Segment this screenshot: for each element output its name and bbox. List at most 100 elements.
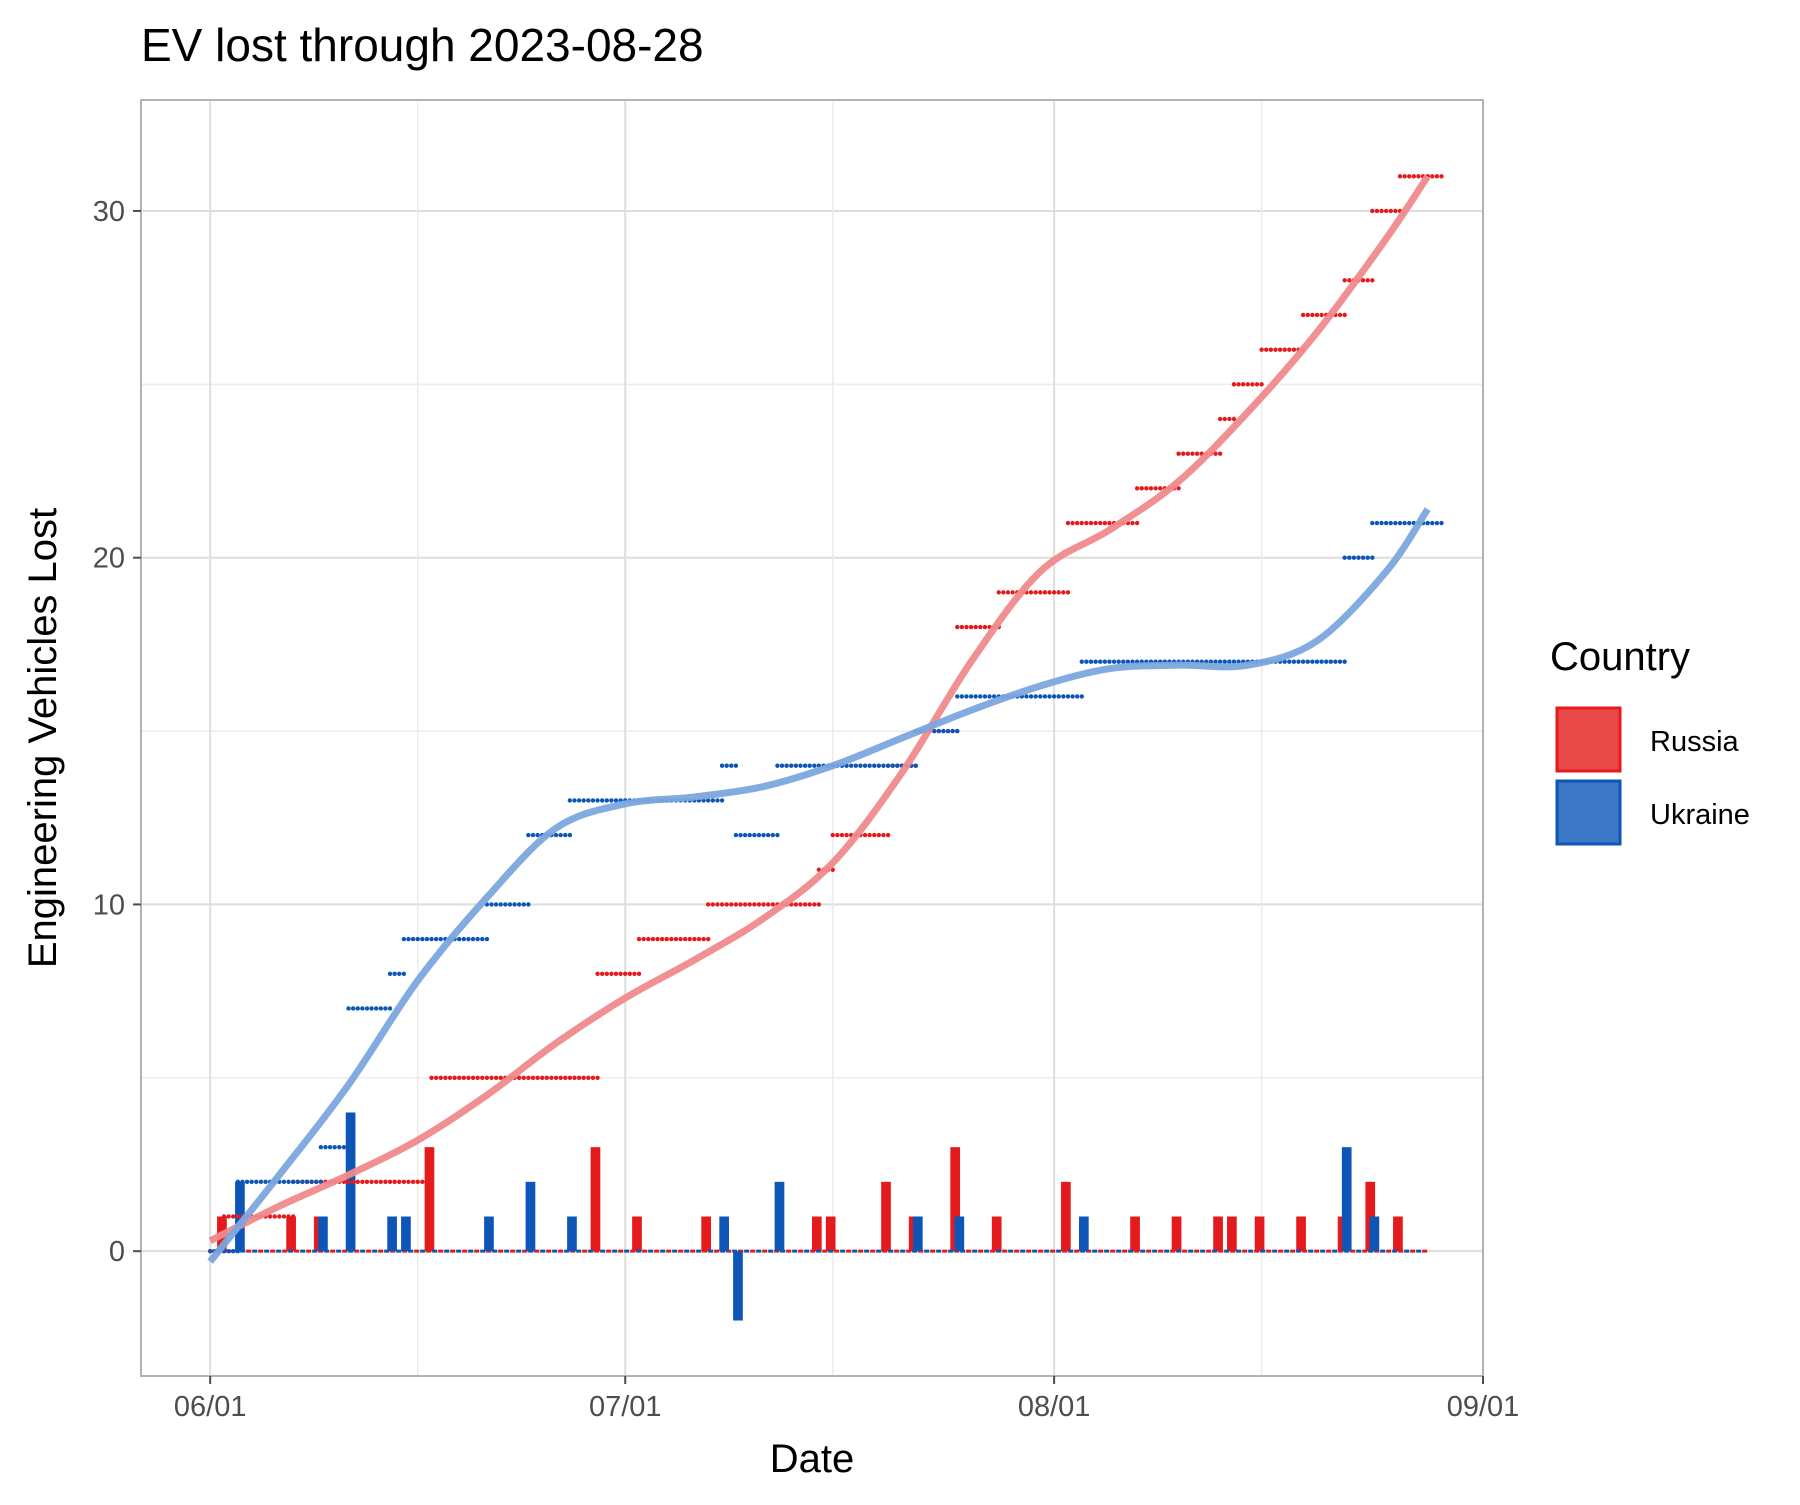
bar-ukraine xyxy=(525,1181,536,1252)
cumulative-dot-ukraine xyxy=(1425,520,1430,526)
cumulative-dot-russia xyxy=(761,902,766,907)
cumulative-dot-russia xyxy=(1300,312,1306,318)
cumulative-dot-russia xyxy=(1347,278,1352,283)
cumulative-dot-russia xyxy=(355,1179,360,1185)
cumulative-dot-ukraine xyxy=(1079,694,1084,699)
cumulative-dot-ukraine xyxy=(507,902,513,907)
cumulative-dot-russia xyxy=(1236,382,1241,387)
cumulative-dot-russia xyxy=(1407,174,1412,179)
cumulative-dot-ukraine xyxy=(438,936,443,942)
cumulative-dot-russia xyxy=(747,902,752,907)
cumulative-dot-russia xyxy=(964,624,969,630)
cumulative-dot-ukraine xyxy=(309,1179,314,1185)
cumulative-dot-russia xyxy=(669,936,674,942)
bar-russia xyxy=(881,1181,891,1252)
cumulative-dot-russia xyxy=(756,902,762,907)
bar-ukraine xyxy=(318,1216,328,1252)
cumulative-dot-russia xyxy=(526,1075,531,1081)
cumulative-dot-ukraine xyxy=(521,902,526,907)
cumulative-dot-russia xyxy=(1194,451,1200,456)
cumulative-dot-ukraine xyxy=(406,936,411,942)
cumulative-dot-ukraine xyxy=(862,763,868,768)
cumulative-dot-ukraine xyxy=(1393,520,1398,526)
cumulative-dot-ukraine xyxy=(489,902,494,907)
cumulative-dot-ukraine xyxy=(719,798,725,803)
cumulative-dot-ukraine xyxy=(1342,555,1347,560)
cumulative-dot-russia xyxy=(1314,312,1320,318)
cumulative-dot-russia xyxy=(1098,520,1103,526)
cumulative-dot-ukraine xyxy=(1033,694,1038,699)
cumulative-dot-ukraine xyxy=(244,1179,250,1185)
cumulative-dot-russia xyxy=(807,902,812,907)
cumulative-dot-russia xyxy=(420,1179,425,1185)
cumulative-dot-russia xyxy=(443,1075,448,1081)
cumulative-dot-russia xyxy=(1088,520,1094,526)
cumulative-dot-russia xyxy=(410,1179,416,1185)
cumulative-dot-russia xyxy=(793,902,799,907)
cumulative-dot-ukraine xyxy=(337,1144,342,1150)
cumulative-dot-russia xyxy=(277,1214,282,1219)
cumulative-dot-ukraine xyxy=(978,694,983,699)
cumulative-dot-ukraine xyxy=(314,1179,319,1185)
cumulative-dot-russia xyxy=(281,1214,287,1219)
cumulative-dot-russia xyxy=(1051,590,1057,595)
cumulative-dot-ukraine xyxy=(706,798,711,803)
cumulative-dot-ukraine xyxy=(461,936,467,942)
bar-ukraine xyxy=(912,1216,923,1252)
cumulative-dot-ukraine xyxy=(1093,659,1098,664)
cumulative-dot-russia xyxy=(996,590,1001,595)
cumulative-dot-russia xyxy=(1240,382,1246,387)
cumulative-dot-ukraine xyxy=(1370,555,1375,560)
cumulative-dot-russia xyxy=(664,936,669,942)
cumulative-dot-russia xyxy=(364,1179,370,1185)
x-tick-label: 08/01 xyxy=(1018,1391,1091,1423)
cumulative-dot-ukraine xyxy=(1319,659,1324,664)
cumulative-dot-russia xyxy=(1148,486,1154,491)
cumulative-dot-russia xyxy=(461,1075,467,1081)
cumulative-dot-ukraine xyxy=(327,1144,333,1150)
cumulative-dot-russia xyxy=(816,902,822,907)
cumulative-dot-russia xyxy=(1231,416,1237,422)
cumulative-dot-russia xyxy=(1370,208,1375,214)
cumulative-dot-russia xyxy=(973,624,978,630)
cumulative-dot-ukraine xyxy=(466,936,471,942)
cumulative-dot-ukraine xyxy=(729,763,734,768)
cumulative-dot-russia xyxy=(1250,382,1255,387)
cumulative-dot-ukraine xyxy=(346,1144,351,1150)
cumulative-dot-ukraine xyxy=(1360,555,1366,560)
cumulative-dot-russia xyxy=(692,936,697,942)
cumulative-dot-ukraine xyxy=(1337,659,1343,664)
cumulative-dot-ukraine xyxy=(1370,520,1375,526)
cumulative-dot-ukraine xyxy=(429,936,434,942)
x-tick-label: 09/01 xyxy=(1447,1391,1520,1423)
cumulative-dot-russia xyxy=(1213,451,1218,456)
y-axis-title: Engineering Vehicles Lost xyxy=(21,508,65,968)
cumulative-dot-russia xyxy=(1264,347,1269,352)
bar-russia xyxy=(1227,1216,1237,1252)
cumulative-dot-russia xyxy=(369,1179,374,1185)
cumulative-dot-russia xyxy=(457,1075,462,1081)
cumulative-dot-ukraine xyxy=(484,936,490,942)
y-tick-label: 0 xyxy=(109,1236,125,1268)
cumulative-dot-russia xyxy=(498,1075,503,1081)
cumulative-dot-russia xyxy=(1273,347,1278,352)
bar-russia xyxy=(1254,1216,1265,1252)
cumulative-dot-ukraine xyxy=(895,763,900,768)
y-axis-ticks: 0 10 20 30 xyxy=(93,196,141,1268)
cumulative-dot-russia xyxy=(1342,312,1347,318)
cumulative-dot-russia xyxy=(609,971,614,976)
cumulative-dot-ukraine xyxy=(576,798,582,803)
cumulative-dot-russia xyxy=(742,902,748,907)
cumulative-dot-ukraine xyxy=(982,694,988,699)
cumulative-dot-russia xyxy=(1291,347,1297,352)
cumulative-dot-ukraine xyxy=(747,832,752,838)
bar-russia xyxy=(825,1216,836,1252)
cumulative-dot-ukraine xyxy=(1121,659,1126,664)
bar-ukraine xyxy=(1341,1147,1352,1252)
cumulative-dot-russia xyxy=(1079,520,1084,526)
cumulative-dot-ukraine xyxy=(1374,520,1380,526)
cumulative-dot-russia xyxy=(632,971,637,976)
cumulative-dot-russia xyxy=(1370,278,1375,283)
cumulative-dot-ukraine xyxy=(424,936,430,942)
cumulative-dot-ukraine xyxy=(240,1179,245,1185)
